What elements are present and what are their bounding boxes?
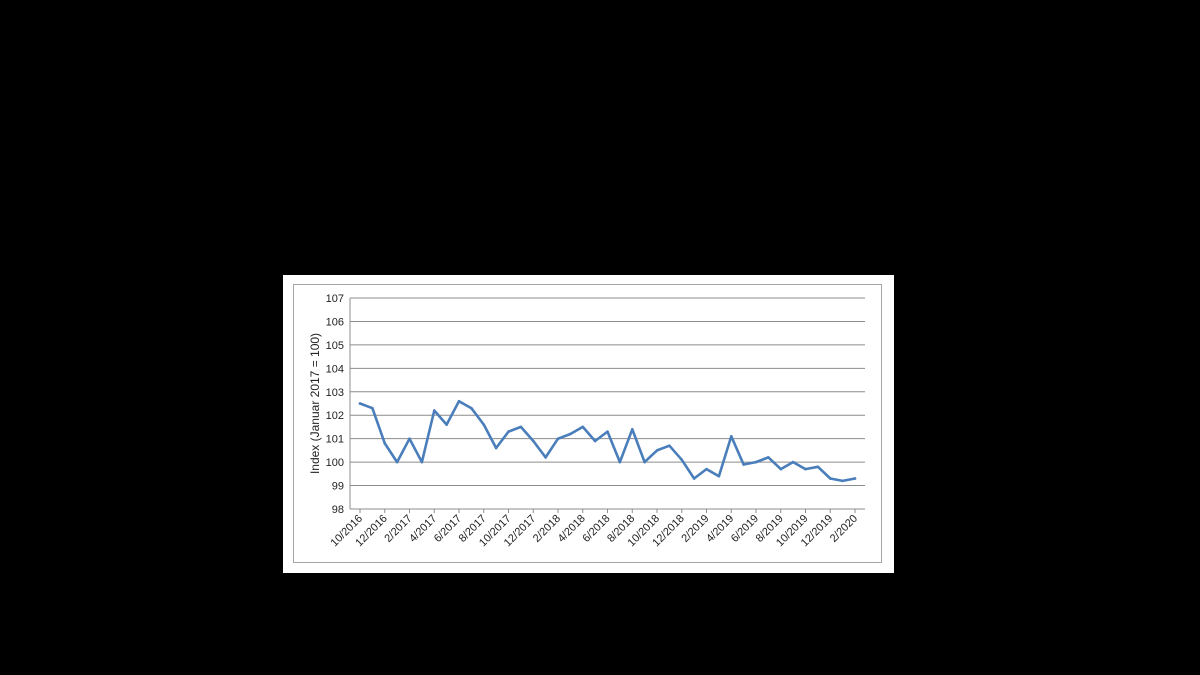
data-point [507, 430, 510, 433]
data-point [680, 458, 684, 462]
y-axis-ticks: 98 99 100 101 102 103 104 105 106 107 [326, 293, 344, 516]
data-point [729, 435, 733, 438]
y-axis-title: Index (Januar 2017 = 100) [308, 333, 322, 474]
data-point [816, 465, 820, 469]
y-tick-label: 104 [326, 363, 344, 375]
x-tick-label: 2/2020 [828, 513, 860, 545]
data-point [420, 460, 424, 464]
data-point [717, 474, 721, 478]
data-point [791, 460, 795, 464]
data-point [569, 432, 572, 436]
data-point [606, 430, 609, 433]
data-point [742, 463, 745, 466]
y-tick-label: 103 [326, 387, 344, 399]
data-point [395, 460, 399, 464]
data-point [531, 439, 535, 443]
data-point [519, 425, 523, 429]
chart-panel: 98 99 100 101 102 103 104 105 106 107 10/2016 12/2… [283, 275, 894, 573]
data-point [618, 460, 622, 464]
data-point [581, 425, 585, 429]
data-point [630, 427, 634, 431]
y-tick-label: 101 [326, 434, 344, 446]
y-tick-label: 99 [332, 481, 344, 493]
data-point [593, 439, 597, 443]
data-point [408, 437, 411, 440]
data-point [358, 402, 362, 405]
y-tick-label: 98 [332, 504, 344, 516]
line-chart: 98 99 100 101 102 103 104 105 106 107 10/201612/2… [308, 293, 865, 549]
data-point [692, 477, 696, 480]
x-axis-ticks: 10/201612/20162/20174/20176/20178/201710… [329, 509, 860, 549]
data-point [841, 479, 844, 483]
y-tick-label: 100 [326, 457, 344, 469]
data-point [754, 460, 758, 464]
gridlines [349, 297, 865, 510]
data-point [779, 467, 783, 471]
y-tick-label: 102 [326, 410, 344, 422]
data-point [668, 444, 671, 447]
data-point [767, 456, 770, 459]
data-point [457, 399, 461, 403]
series-layer [358, 399, 857, 483]
chart-frame [293, 284, 882, 563]
data-point [383, 442, 387, 445]
data-point [655, 449, 659, 452]
data-point [482, 423, 486, 426]
data-point [432, 409, 436, 412]
data-point [853, 477, 857, 480]
y-tick-label: 106 [326, 316, 344, 328]
data-point [643, 460, 646, 464]
data-point [445, 423, 448, 426]
data-point [556, 437, 560, 440]
data-point [804, 467, 807, 471]
data-point [470, 406, 473, 410]
data-point [705, 467, 708, 471]
y-tick-label: 105 [326, 340, 344, 352]
y-tick-label: 107 [326, 293, 344, 305]
data-point [371, 406, 374, 410]
data-point [544, 456, 547, 459]
data-point [494, 446, 498, 450]
data-point [828, 477, 832, 480]
